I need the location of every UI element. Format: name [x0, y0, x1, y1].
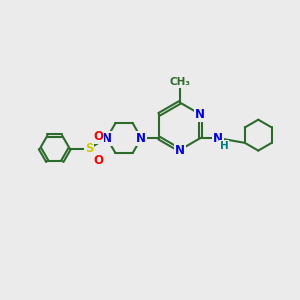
Text: N: N [213, 132, 223, 145]
Text: N: N [102, 132, 112, 145]
Text: CH₃: CH₃ [169, 77, 190, 87]
Text: N: N [136, 132, 146, 145]
Text: O: O [93, 154, 103, 167]
Text: N: N [175, 143, 185, 157]
Text: N: N [136, 132, 146, 145]
Text: H: H [220, 140, 229, 151]
Text: N: N [195, 108, 205, 121]
Text: O: O [93, 130, 103, 143]
Text: S: S [85, 142, 93, 155]
